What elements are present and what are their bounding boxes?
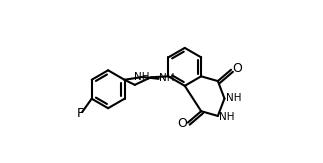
Text: NH: NH [160, 73, 175, 83]
Text: O: O [177, 117, 187, 130]
Text: O: O [232, 62, 242, 75]
Text: F: F [77, 107, 84, 120]
Text: NH: NH [226, 93, 242, 103]
Text: NH: NH [219, 112, 234, 122]
Text: NH: NH [134, 72, 150, 82]
